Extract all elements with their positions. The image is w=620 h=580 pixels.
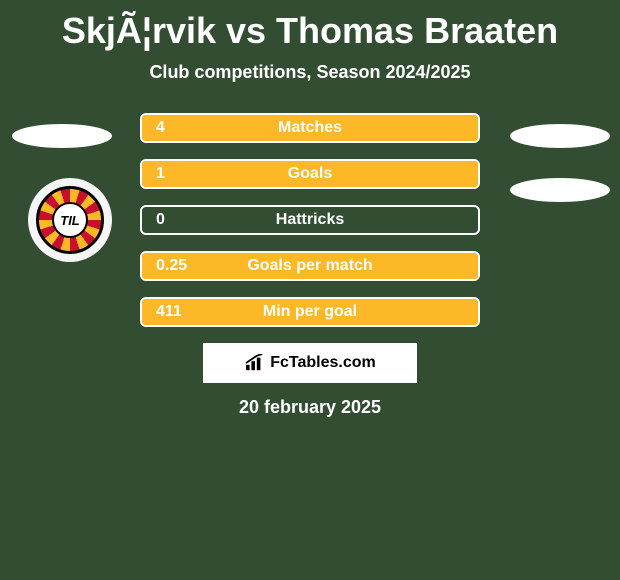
bar-left-value: 0	[156, 211, 165, 229]
stat-row: 0 Hattricks	[0, 205, 620, 235]
stat-row: 1 Goals	[0, 159, 620, 189]
stat-row: 411 Min per goal	[0, 297, 620, 327]
bar-left-value: 4	[156, 119, 165, 137]
bar-label: Hattricks	[276, 211, 344, 229]
bar-label: Matches	[278, 119, 342, 137]
chart-icon	[244, 354, 266, 372]
stat-bar: 0 Hattricks	[140, 205, 480, 235]
footer-text: FcTables.com	[270, 354, 376, 372]
bar-left-value: 411	[156, 303, 182, 321]
footer-attribution: FcTables.com	[203, 343, 417, 383]
date-text: 20 february 2025	[0, 397, 620, 418]
stat-bar: 1 Goals	[140, 159, 480, 189]
bar-label: Min per goal	[263, 303, 357, 321]
page-title: SkjÃ¦rvik vs Thomas Braaten	[0, 0, 620, 52]
bar-left-value: 0.25	[156, 257, 187, 275]
bar-left-value: 1	[156, 165, 165, 183]
stat-bar: 0.25 Goals per match	[140, 251, 480, 281]
stat-row: 0.25 Goals per match	[0, 251, 620, 281]
stat-bar: 411 Min per goal	[140, 297, 480, 327]
stat-bar: 4 Matches	[140, 113, 480, 143]
stat-row: 4 Matches	[0, 113, 620, 143]
bar-label: Goals	[288, 165, 332, 183]
subtitle: Club competitions, Season 2024/2025	[0, 62, 620, 83]
stats-chart: 4 Matches 1 Goals 0 Hattricks 0.25 Goals…	[0, 113, 620, 418]
bar-label: Goals per match	[247, 257, 372, 275]
